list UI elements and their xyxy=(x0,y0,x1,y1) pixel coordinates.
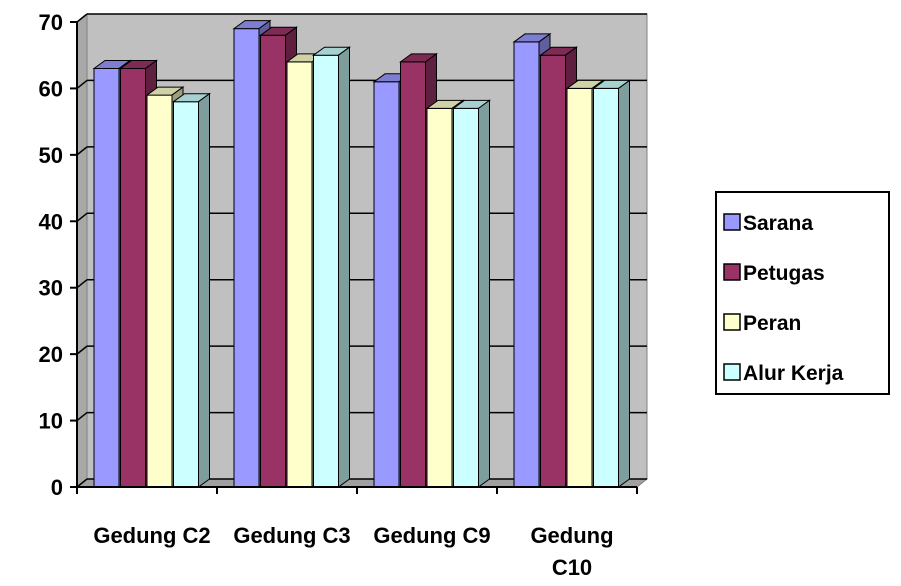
legend-label: Sarana xyxy=(743,212,813,235)
x-category-label: Gedung C3 xyxy=(233,523,350,548)
x-category-label: Gedung xyxy=(530,523,613,548)
bar-front xyxy=(453,107,479,488)
gridline-side xyxy=(76,212,88,222)
x-category-label: C10 xyxy=(552,555,592,580)
bar xyxy=(591,79,632,488)
bar-side xyxy=(478,99,490,488)
axes xyxy=(70,21,638,494)
bar xyxy=(171,92,212,488)
legend-label: Alur Kerja xyxy=(743,362,844,385)
legend-box xyxy=(715,191,890,395)
bar-front xyxy=(233,28,260,488)
gridline-side xyxy=(76,146,88,156)
legend-swatch xyxy=(723,313,741,331)
legend-swatch xyxy=(723,263,741,281)
y-tick-label: 10 xyxy=(39,409,63,434)
legend-swatch xyxy=(723,213,741,231)
y-tick-label: 40 xyxy=(39,209,63,234)
bar-front xyxy=(313,54,339,488)
gridline-side xyxy=(76,13,88,23)
x-category-labels: Gedung C2 Gedung C3 Gedung C9 Gedung C10 xyxy=(93,523,613,580)
gridline-side xyxy=(76,345,88,355)
legend-swatch xyxy=(723,363,741,381)
bar-front xyxy=(426,107,453,488)
legend-label: Petugas xyxy=(743,262,825,285)
legend: Sarana Petugas Peran Alur Kerja xyxy=(715,191,890,395)
y-tick-label: 60 xyxy=(39,76,63,101)
bar-front xyxy=(173,101,199,488)
gridline-side xyxy=(76,79,88,90)
y-tick-label: 0 xyxy=(51,475,63,500)
bar-side xyxy=(338,46,350,488)
bar-front xyxy=(373,81,400,488)
bar-front xyxy=(566,87,593,488)
bar-front xyxy=(513,41,540,488)
bar-side xyxy=(198,92,210,488)
bar-front xyxy=(593,87,619,488)
legend-label: Peran xyxy=(743,312,801,335)
bar xyxy=(311,46,352,488)
gridline-side xyxy=(76,478,88,488)
bar-front xyxy=(286,61,313,488)
bar-side xyxy=(618,79,630,488)
bar-front xyxy=(120,68,146,488)
gridline-side xyxy=(76,411,88,422)
bar-front xyxy=(146,94,173,488)
bar-front xyxy=(93,68,120,488)
bar-front xyxy=(400,61,426,488)
y-tick-label: 50 xyxy=(39,143,63,168)
bar-front xyxy=(540,54,566,488)
y-tick-label: 30 xyxy=(39,276,63,301)
y-tick-labels: 0 10 20 30 40 50 60 70 xyxy=(39,10,63,500)
x-category-label: Gedung C2 xyxy=(93,523,210,548)
gridline-side xyxy=(76,279,88,289)
x-category-label: Gedung C9 xyxy=(373,523,490,548)
y-tick-label: 20 xyxy=(39,342,63,367)
y-tick-label: 70 xyxy=(39,10,63,35)
bar xyxy=(451,99,492,488)
bar-front xyxy=(260,34,286,488)
bars xyxy=(92,19,632,488)
